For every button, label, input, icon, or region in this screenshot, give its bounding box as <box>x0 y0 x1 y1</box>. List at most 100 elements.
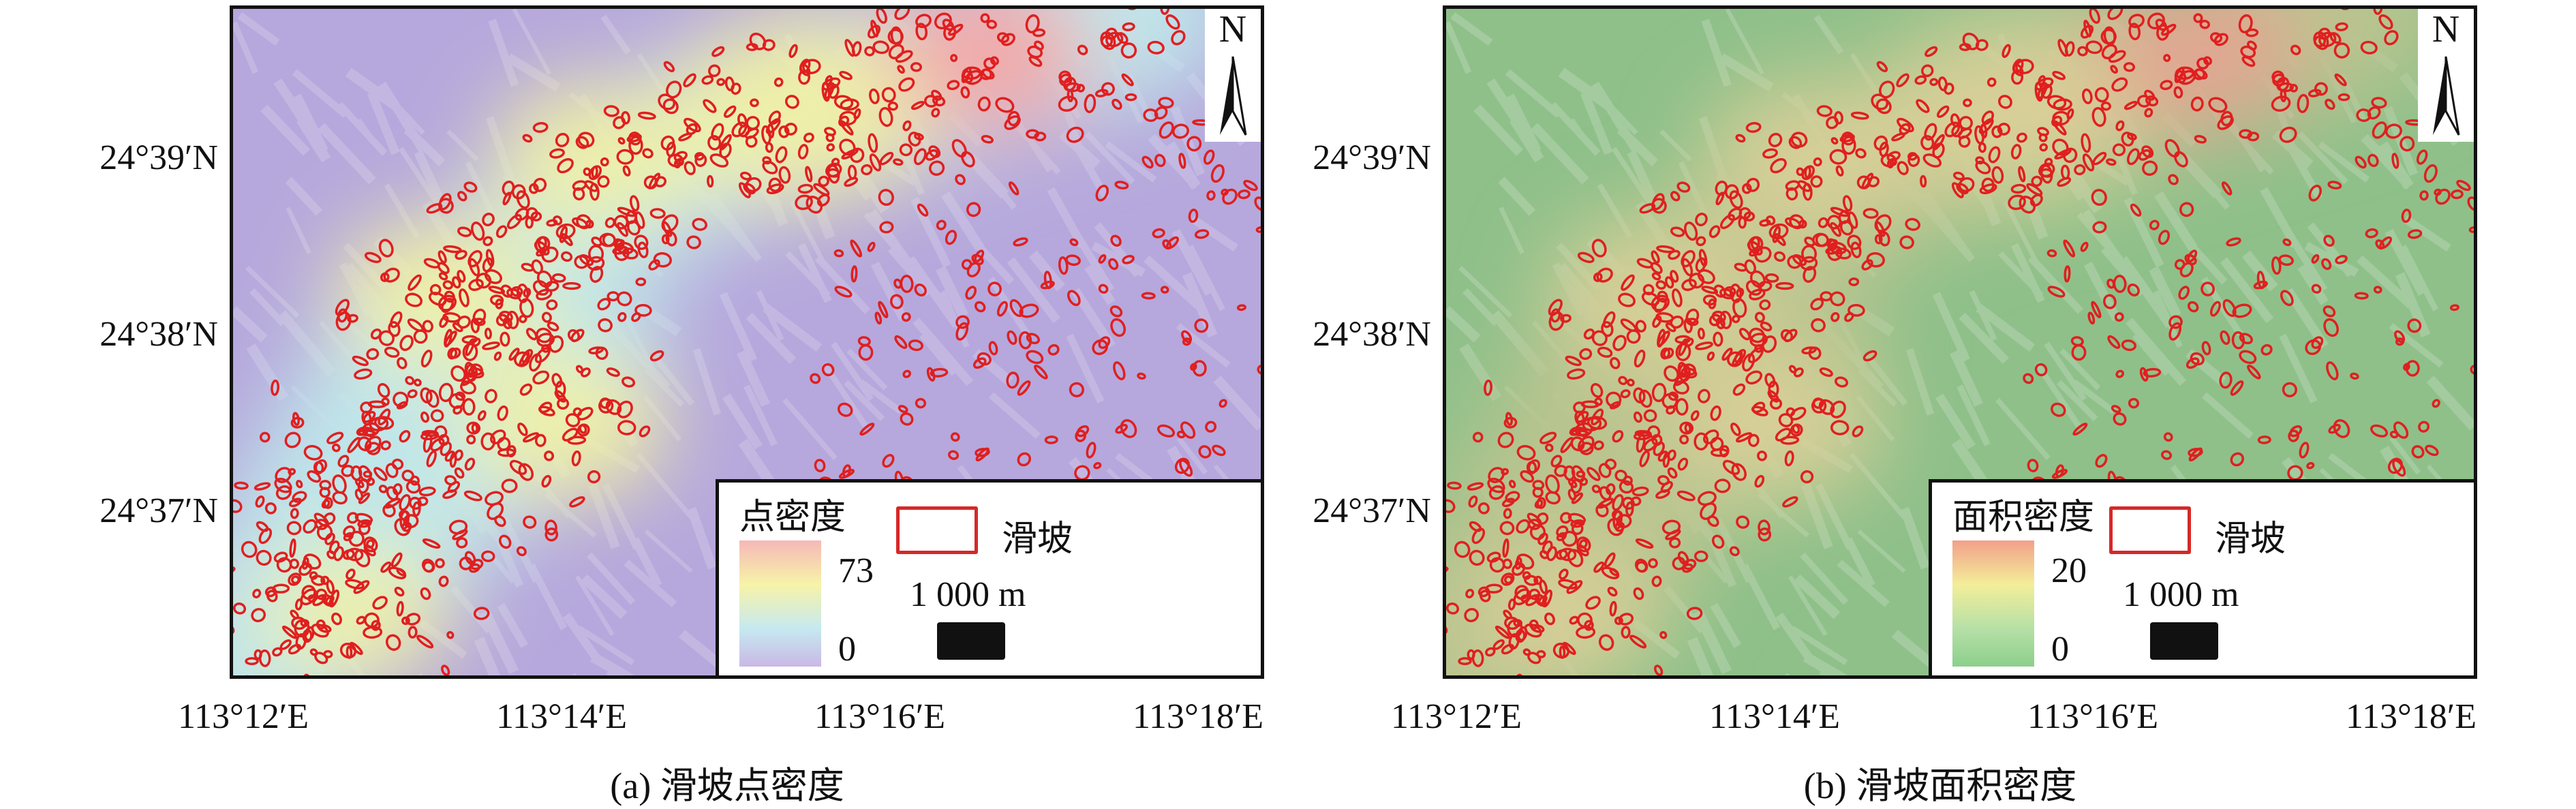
landslide-polygon <box>914 284 927 296</box>
landslide-polygon <box>2411 445 2425 459</box>
landslide-polygon <box>462 343 478 361</box>
landslide-polygon <box>266 590 278 602</box>
landslide-polygon <box>290 609 299 620</box>
landslide-polygon <box>1729 546 1740 557</box>
landslide-polygon <box>1847 303 1865 317</box>
landslide-polygon <box>561 251 573 262</box>
landslide-polygon <box>1074 465 1090 481</box>
landslide-polygon <box>303 519 318 534</box>
landslide-polygon <box>2190 352 2205 366</box>
legend-max: 73 <box>838 551 874 590</box>
landslide-polygon <box>567 329 581 342</box>
landslide-polygon <box>1675 397 1689 416</box>
landslide-polygon <box>1497 431 1514 448</box>
landslide-polygon <box>838 469 855 479</box>
landslide-polygon <box>2087 311 2096 325</box>
landslide-polygon <box>1695 213 1708 227</box>
landslide-polygon <box>465 363 478 382</box>
landslide-polygon <box>473 607 490 620</box>
landslide-polygon <box>649 208 666 219</box>
lon-label: 113°16′E <box>2027 697 2158 736</box>
landslide-polygon <box>1479 590 1491 602</box>
landslide-polygon <box>821 82 831 102</box>
landslide-polygon <box>1936 105 1950 119</box>
landslide-polygon <box>1469 549 1485 566</box>
landslide-polygon <box>1625 501 1634 517</box>
landslide-polygon <box>405 613 421 626</box>
landslide-polygon <box>1874 234 1883 245</box>
landslide-polygon <box>241 540 258 558</box>
landslide-polygon <box>2403 363 2410 371</box>
landslide-polygon <box>460 380 476 395</box>
landslide-polygon <box>1681 258 1693 277</box>
landslide-polygon <box>1980 123 1988 139</box>
landslide-polygon <box>1593 272 1603 282</box>
landslide-polygon <box>1484 379 1493 396</box>
landslide-polygon <box>986 19 998 29</box>
landslide-polygon <box>2239 333 2253 345</box>
landslide-polygon <box>2231 331 2245 350</box>
landslide-polygon <box>2111 77 2128 92</box>
landslide-polygon <box>1503 416 1518 429</box>
landslide-polygon <box>1988 146 2001 164</box>
landslide-polygon <box>1017 380 1031 396</box>
landslide-polygon <box>1629 635 1647 649</box>
landslide-polygon <box>1698 249 1708 267</box>
landslide-polygon <box>572 407 583 417</box>
landslide-polygon <box>1516 553 1535 570</box>
landslide-polygon <box>872 40 890 55</box>
landslide-polygon <box>622 165 631 177</box>
landslide-polygon <box>464 457 476 471</box>
landslide-polygon <box>1677 457 1689 471</box>
landslide-polygon <box>1880 153 1897 168</box>
landslide-polygon <box>490 429 506 444</box>
landslide-polygon <box>255 495 265 508</box>
landslide-polygon <box>1065 82 1081 93</box>
landslide-polygon <box>2095 454 2108 468</box>
landslide-polygon <box>1008 181 1019 196</box>
lon-label: 113°18′E <box>1132 697 1263 736</box>
landslide-polygon <box>2278 82 2294 93</box>
landslide-polygon <box>1896 73 1910 88</box>
landslide-polygon <box>319 480 332 491</box>
landslide-polygon <box>1222 188 1238 205</box>
landslide-polygon <box>420 411 429 423</box>
landslide-polygon <box>2232 303 2252 318</box>
landslide-polygon <box>1468 495 1478 508</box>
landslide-polygon <box>1612 510 1623 530</box>
landslide-polygon <box>719 142 732 159</box>
landslide-polygon <box>309 571 318 580</box>
landslide-polygon <box>254 482 271 491</box>
landslide-polygon <box>489 294 504 306</box>
landslide-polygon <box>588 245 604 263</box>
landslide-polygon <box>2256 271 2265 290</box>
landslide-polygon <box>1746 177 1760 192</box>
lon-label: 113°16′E <box>814 697 945 736</box>
landslide-polygon <box>767 123 775 139</box>
landslide-polygon <box>551 273 566 283</box>
landslide-polygon <box>738 124 750 138</box>
landslide-polygon <box>1017 452 1031 467</box>
landslide-polygon <box>1158 97 1174 109</box>
landslide-polygon <box>1514 557 1522 570</box>
landslide-polygon <box>746 116 760 130</box>
landslide-polygon <box>1028 56 1043 67</box>
landslide-polygon <box>1567 368 1586 380</box>
landslide-polygon <box>1764 373 1776 388</box>
landslide-polygon <box>1503 508 1512 519</box>
landslide-polygon <box>1492 639 1505 650</box>
landslide-polygon <box>2203 56 2212 65</box>
landslide-polygon <box>1729 284 1743 303</box>
landslide-polygon <box>1775 281 1794 290</box>
landslide-polygon <box>2226 237 2241 247</box>
landslide-polygon <box>1804 236 1815 247</box>
landslide-polygon <box>572 217 588 228</box>
landslide-polygon <box>2468 226 2474 233</box>
landslide-polygon <box>420 387 433 403</box>
landslide-polygon <box>1447 481 1462 490</box>
landslide-polygon <box>899 143 913 157</box>
landslide-polygon <box>1171 30 1186 46</box>
landslide-polygon <box>1178 153 1186 169</box>
landslide-polygon <box>1205 421 1217 433</box>
landslide-polygon <box>2311 336 2324 350</box>
